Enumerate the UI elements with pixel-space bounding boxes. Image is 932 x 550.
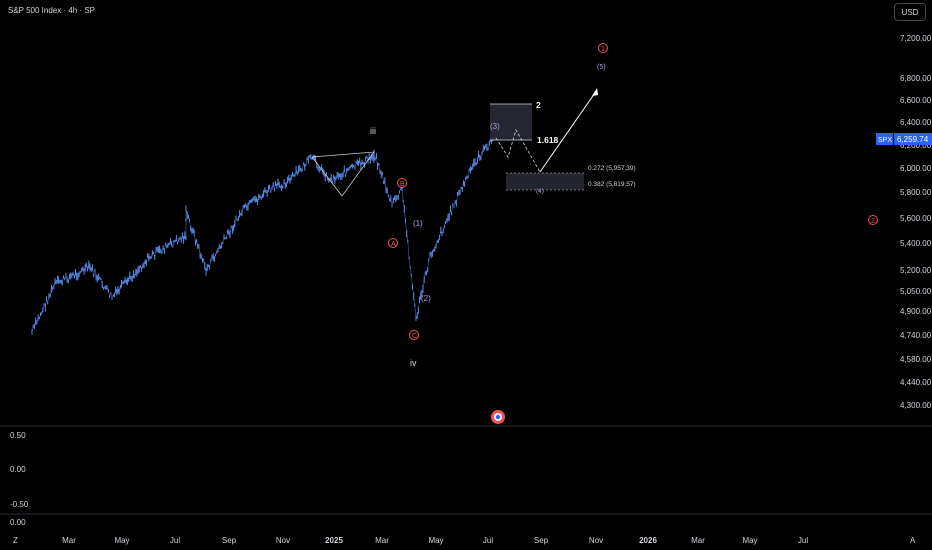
time-axis[interactable]: Mar May Jul Sep Nov 2025 Mar May Jul Sep Nov 2026 Ma…	[13, 536, 916, 545]
price-tick-label: 6,600.00	[900, 96, 932, 105]
time-tick-label: 2026	[639, 536, 657, 545]
price-tick-label: 5,200.00	[900, 266, 932, 275]
time-tick-label: Jul	[483, 536, 493, 545]
symbol-tag: SPX	[878, 137, 892, 144]
price-tick-label: 4,300.00	[900, 401, 932, 410]
time-tick-label: Sep	[222, 536, 237, 545]
symbol-tag-bg	[876, 133, 893, 145]
price-tick-label: 6,800.00	[900, 74, 932, 83]
wave-label-circle-1: 1	[601, 46, 605, 53]
oscillator-tick-label: -0.50	[10, 500, 29, 509]
triangle-pattern[interactable]	[311, 151, 375, 197]
time-tick-label: Nov	[276, 536, 290, 545]
price-tick-label: 4,580.00	[900, 355, 932, 364]
wave-label-circle-2: 2	[871, 218, 875, 225]
wave-circle-C	[409, 330, 419, 340]
time-tick-label: Jul	[170, 536, 180, 545]
fib-box-upper[interactable]	[490, 104, 532, 140]
time-tick-label: Sep	[534, 536, 549, 545]
wave-label-4-minor: (4)	[536, 188, 544, 195]
price-line	[31, 137, 495, 332]
chart-title: S&P 500 Index · 4h · SP	[8, 6, 95, 15]
price-tick-label: 4,740.00	[900, 331, 932, 340]
oscillator-tick-label: 0.00	[10, 518, 26, 527]
price-tick-label: 4,900.00	[900, 307, 932, 316]
wave-circle-2	[868, 215, 878, 225]
wave-label-1-minor: (1)	[413, 219, 423, 228]
time-tick-label: Mar	[375, 536, 389, 545]
time-tick-label: Mar	[691, 536, 705, 545]
price-tick-label: 6,200.00	[900, 141, 932, 150]
arrow-head-icon	[592, 88, 598, 96]
price-tick-label: 6,000.00	[900, 164, 932, 173]
oscillator-axis: 0.50 0.00 -0.50 0.00	[10, 431, 29, 527]
wave-circle-1	[598, 43, 608, 53]
projection-path[interactable]	[495, 128, 541, 173]
fib-box-lower[interactable]	[506, 173, 584, 190]
fib-label-0272: 0.272 (5,957.39)	[588, 165, 636, 172]
price-tick-label: 5,400.00	[900, 239, 932, 248]
time-tick-label: May	[428, 536, 443, 545]
time-tick-label: Nov	[589, 536, 603, 545]
wave-label-5-minor: (5)	[597, 64, 606, 71]
wave-label-iv: iv	[410, 358, 417, 368]
last-price-tag-bg	[894, 133, 932, 145]
time-tick-label: Jul	[798, 536, 808, 545]
time-axis-left-marker[interactable]: Z	[13, 536, 18, 545]
time-axis-right-marker[interactable]: A	[910, 536, 916, 545]
projection-arrow[interactable]	[539, 89, 598, 173]
wave-label-A: A	[391, 241, 396, 248]
fib-label-1618: 1.618	[537, 135, 559, 145]
wave-label-3-minor: (3)	[490, 122, 500, 131]
time-tick-label: 2025	[325, 536, 343, 545]
oscillator-tick-label: 0.50	[10, 431, 26, 440]
price-tick-label: 5,050.00	[900, 287, 932, 296]
wave-label-C: C	[412, 333, 417, 340]
wave-circle-A	[388, 238, 398, 248]
price-axis[interactable]: 7,200.00 6,800.00 6,600.00 6,400.00 6,200.00…	[900, 34, 932, 410]
fib-label-2: 2	[536, 100, 541, 110]
price-series	[31, 137, 495, 335]
price-tick-label: 5,800.00	[900, 188, 932, 197]
last-price-tag: 6,259.74	[897, 135, 929, 144]
time-tick-label: May	[114, 536, 129, 545]
time-tick-label: Mar	[62, 536, 76, 545]
wave-label-B: B	[400, 181, 405, 188]
currency-button[interactable]: USD	[894, 3, 926, 21]
wave-circle-B	[397, 178, 407, 188]
price-tick-label: 6,400.00	[900, 118, 932, 127]
time-tick-label: May	[742, 536, 757, 545]
event-icon-core	[495, 414, 501, 420]
wave-label-iii: iii	[370, 126, 376, 136]
oscillator-tick-label: 0.00	[10, 465, 26, 474]
wave-label-2-minor: (2)	[421, 294, 431, 303]
price-tick-label: 5,600.00	[900, 214, 932, 223]
price-tick-label: 7,200.00	[900, 34, 932, 43]
price-tick-label: 4,440.00	[900, 378, 932, 387]
fib-label-0382: 0.382 (5,819.57)	[588, 181, 636, 188]
